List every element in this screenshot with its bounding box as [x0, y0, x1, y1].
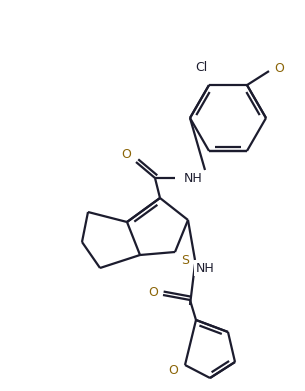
- Text: Cl: Cl: [195, 61, 207, 74]
- Text: O: O: [274, 62, 284, 75]
- Text: NH: NH: [196, 262, 214, 274]
- Text: NH: NH: [184, 172, 203, 185]
- Text: O: O: [168, 364, 178, 377]
- Text: O: O: [121, 147, 131, 160]
- Text: S: S: [181, 253, 189, 267]
- Text: O: O: [148, 285, 158, 298]
